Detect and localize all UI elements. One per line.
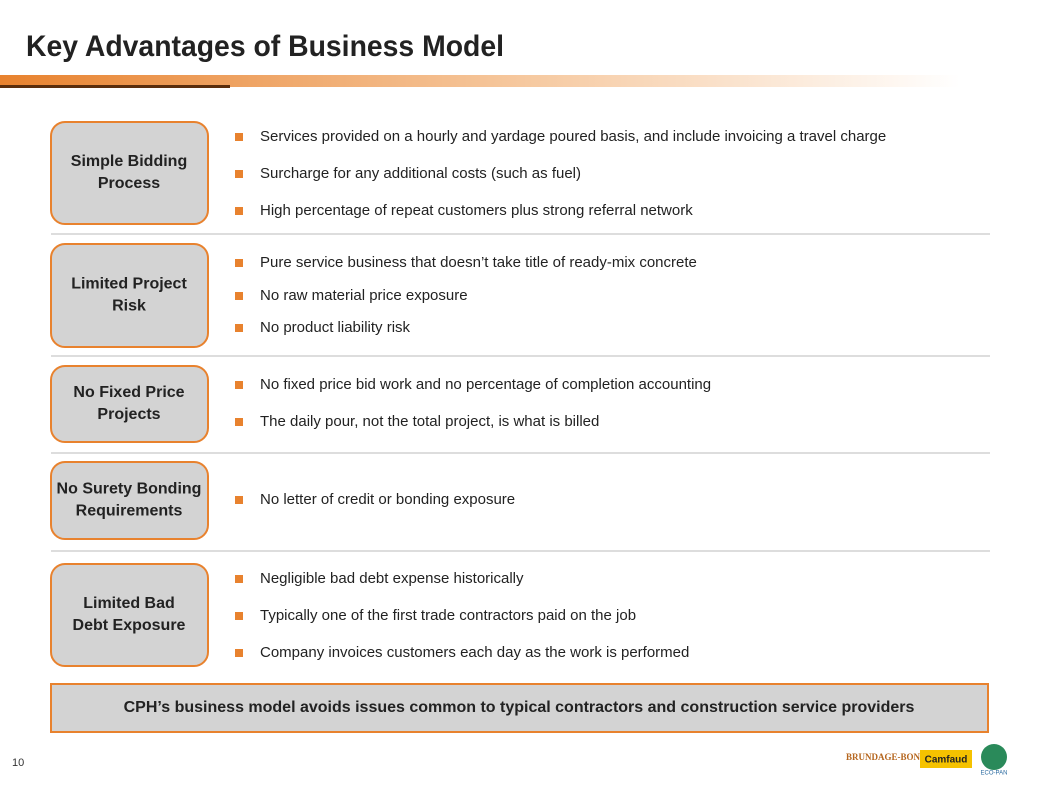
bullet-marker — [235, 496, 243, 504]
bullet-marker — [235, 612, 243, 620]
bullet-text: No letter of credit or bonding exposure — [260, 491, 515, 508]
banner: CPH’s business model avoids issues commo… — [124, 699, 915, 716]
bullet-marker — [235, 133, 243, 141]
bullet-marker — [235, 324, 243, 332]
bullet-text: No raw material price exposure — [260, 287, 468, 304]
page-number: 10 — [12, 757, 24, 769]
section-box — [50, 365, 209, 443]
bullet-marker — [235, 207, 243, 215]
section-box — [50, 563, 209, 667]
bullet-text: Negligible bad debt expense historically — [260, 570, 524, 587]
bullet-text: No product liability risk — [260, 319, 411, 336]
section-box — [50, 243, 209, 348]
logo: ECO-PAN — [981, 771, 1008, 777]
bullet-text: High percentage of repeat customers plus… — [260, 202, 693, 219]
logo-box — [920, 750, 972, 768]
bullet-marker — [235, 381, 243, 389]
bullet-text: Surcharge for any additional costs (such… — [260, 165, 581, 182]
bullet-text: The daily pour, not the total project, i… — [260, 413, 599, 430]
bullet-marker — [235, 649, 243, 657]
title-rule — [0, 85, 230, 88]
section-label: Projects — [97, 406, 160, 423]
logo: Camfaud — [925, 755, 968, 766]
logo-globe — [981, 744, 1007, 770]
bullet-text: Services provided on a hourly and yardag… — [260, 128, 886, 145]
section-label: Debt Exposure — [73, 617, 186, 634]
bullet-marker — [235, 575, 243, 583]
section-label: Limited Bad — [83, 595, 175, 612]
banner-box — [50, 683, 989, 733]
section-label: No Fixed Price — [73, 384, 184, 401]
bullet-marker — [235, 292, 243, 300]
bullet-marker — [235, 259, 243, 267]
section-box — [50, 461, 209, 540]
section-label: Requirements — [76, 503, 183, 520]
section-label: Simple Bidding — [71, 153, 187, 170]
bullet-marker — [235, 170, 243, 178]
logo: BRUNDAGE-BONE — [846, 752, 926, 762]
sections: Simple Bidding Process Services provided o… — [50, 121, 990, 667]
section-label: No Surety Bonding — [57, 481, 202, 498]
bullet-text: Typically one of the first trade contrac… — [260, 607, 636, 624]
title: Key Advantages of Business Model — [26, 30, 504, 63]
section-label: Process — [98, 175, 160, 192]
section-label: Limited Project — [71, 276, 187, 293]
bullet-marker — [235, 418, 243, 426]
title-bar — [0, 75, 960, 87]
section-box — [50, 121, 209, 225]
bullet-text: Pure service business that doesn’t take … — [260, 254, 697, 271]
bullet-text: No fixed price bid work and no percentag… — [260, 376, 711, 393]
bullet-text: Company invoices customers each day as t… — [260, 644, 689, 661]
section-label: Risk — [112, 298, 146, 315]
